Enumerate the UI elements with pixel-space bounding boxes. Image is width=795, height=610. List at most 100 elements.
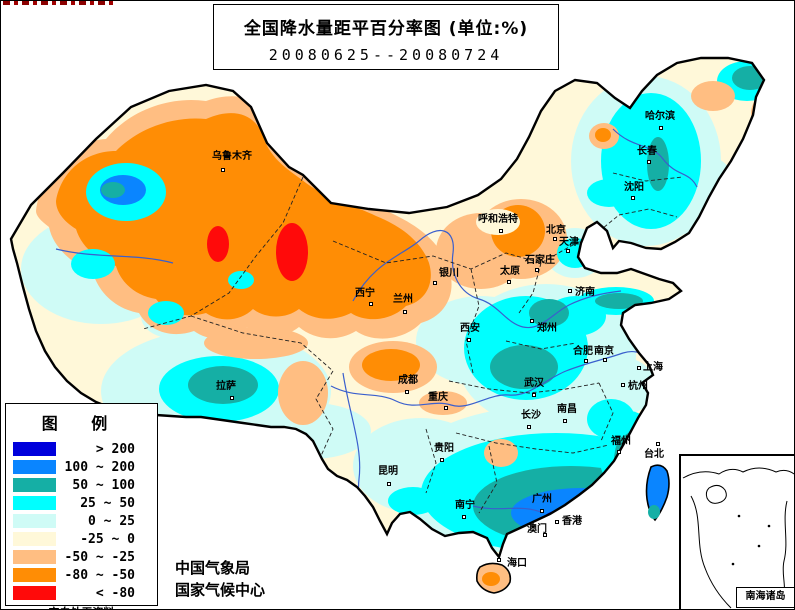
- clipped-text-artifact: [3, 1, 115, 5]
- city-label: 呼和浩特: [478, 214, 518, 225]
- legend-row: 50 ~ 100: [6, 476, 157, 494]
- city-marker: [603, 358, 607, 362]
- city-marker: [540, 509, 544, 513]
- legend-range-label: 100 ~ 200: [64, 459, 135, 475]
- city-label: 武汉: [524, 378, 544, 389]
- legend-range-label: < -80: [95, 585, 135, 601]
- city-marker: [535, 268, 539, 272]
- city-label: 台北: [644, 449, 664, 460]
- city-label: 沈阳: [624, 182, 644, 193]
- legend-swatch: [13, 442, 56, 456]
- city-marker: [637, 366, 641, 370]
- city-marker: [543, 533, 547, 537]
- city-marker: [221, 168, 225, 172]
- legend-swatch: [13, 568, 56, 582]
- city-label: 澳门: [527, 524, 547, 535]
- city-marker: [631, 196, 635, 200]
- city-label: 南宁: [455, 500, 475, 511]
- city-marker: [462, 515, 466, 519]
- city-marker: [532, 393, 536, 397]
- city-label: 香港: [562, 516, 582, 527]
- city-marker: [647, 160, 651, 164]
- city-label: 乌鲁木齐: [212, 151, 252, 162]
- city-label: 昆明: [378, 466, 398, 477]
- south-china-sea-inset: 南海诸岛: [679, 454, 794, 609]
- city-label: 上海: [643, 362, 663, 373]
- city-marker: [387, 482, 391, 486]
- city-label: 合肥: [573, 346, 593, 357]
- legend-box: 图 例 > 200 100 ~ 200 50 ~ 100 25 ~ 50 0 ~ 25 -…: [5, 403, 158, 609]
- national-border: [9, 56, 766, 560]
- city-label: 西安: [460, 323, 480, 334]
- city-marker: [440, 458, 444, 462]
- city-label: 银川: [439, 268, 459, 279]
- agency-credit: 中国气象局 国家气候中心: [175, 557, 265, 601]
- city-label: 海口: [507, 558, 527, 569]
- city-label: 长春: [637, 146, 657, 157]
- legend-swatch: [13, 514, 56, 528]
- map-title: 全国降水量距平百分率图 (单位:%): [243, 19, 529, 39]
- legend-row: -25 ~ 0: [6, 530, 157, 548]
- city-marker: [527, 425, 531, 429]
- legend-range-label: 50 ~ 100: [72, 477, 135, 493]
- city-label: 哈尔滨: [645, 111, 675, 122]
- city-marker: [230, 396, 234, 400]
- legend-row: 0 ~ 25: [6, 512, 157, 530]
- city-marker: [403, 310, 407, 314]
- legend-row: < -80: [6, 584, 157, 602]
- city-label: 成都: [398, 375, 418, 386]
- legend-note: 空白处无资料: [6, 604, 157, 609]
- city-marker: [444, 406, 448, 410]
- legend-row: -50 ~ -25: [6, 548, 157, 566]
- city-label: 南京: [594, 346, 614, 357]
- legend-rows: > 200 100 ~ 200 50 ~ 100 25 ~ 50 0 ~ 25 -25 ~…: [6, 440, 157, 602]
- legend-range-label: -25 ~ 0: [80, 531, 135, 547]
- legend-row: 25 ~ 50: [6, 494, 157, 512]
- city-marker: [617, 450, 621, 454]
- city-marker: [621, 383, 625, 387]
- city-label: 重庆: [428, 392, 448, 403]
- city-marker: [566, 249, 570, 253]
- legend-swatch: [13, 496, 56, 510]
- legend-range-label: > 200: [95, 441, 135, 457]
- city-marker: [584, 359, 588, 363]
- anomaly-shading: [21, 61, 764, 556]
- city-marker: [659, 126, 663, 130]
- province-borders: [142, 172, 684, 514]
- taiwan-island: [645, 464, 670, 522]
- city-label: 石家庄: [525, 255, 555, 266]
- city-marker: [563, 419, 567, 423]
- city-label: 长沙: [521, 410, 541, 421]
- title-box: 全国降水量距平百分率图 (单位:%) 20080625--20080724: [213, 4, 559, 70]
- city-label: 郑州: [537, 323, 557, 334]
- city-marker: [369, 302, 373, 306]
- legend-row: 100 ~ 200: [6, 458, 157, 476]
- legend-range-label: -80 ~ -50: [64, 567, 135, 583]
- inset-label: 南海诸岛: [736, 587, 794, 608]
- city-label: 北京: [546, 225, 566, 236]
- legend-range-label: -50 ~ -25: [64, 549, 135, 565]
- city-marker: [433, 281, 437, 285]
- legend-title: 图 例: [41, 414, 122, 433]
- legend-range-label: 25 ~ 50: [80, 495, 135, 511]
- city-marker: [507, 280, 511, 284]
- city-label: 广州: [532, 494, 552, 505]
- city-marker: [497, 558, 501, 562]
- legend-swatch: [13, 586, 56, 600]
- hainan-island: [476, 562, 512, 594]
- legend-swatch: [13, 550, 56, 564]
- city-label: 贵阳: [434, 443, 454, 454]
- city-label: 西宁: [355, 288, 375, 299]
- legend-swatch: [13, 532, 56, 546]
- legend-swatch: [13, 478, 56, 492]
- legend-row: -80 ~ -50: [6, 566, 157, 584]
- city-label: 福州: [611, 436, 631, 447]
- agency-line2: 国家气候中心: [175, 581, 266, 599]
- city-label: 天津: [559, 237, 579, 248]
- city-marker: [530, 319, 534, 323]
- city-label: 南昌: [557, 404, 577, 415]
- agency-line1: 中国气象局: [175, 559, 251, 577]
- date-range: 20080625--20080724: [268, 46, 504, 64]
